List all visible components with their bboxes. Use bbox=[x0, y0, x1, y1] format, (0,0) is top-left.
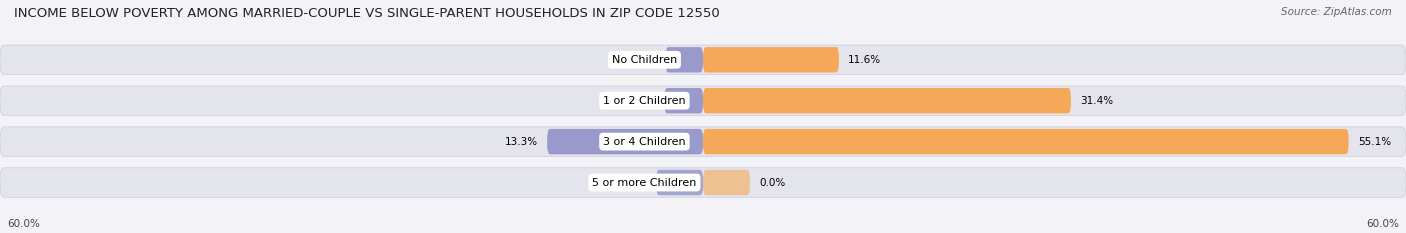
Text: 60.0%: 60.0% bbox=[7, 219, 39, 229]
Text: 0.0%: 0.0% bbox=[620, 178, 647, 188]
Text: 0.0%: 0.0% bbox=[759, 178, 786, 188]
FancyBboxPatch shape bbox=[665, 47, 703, 72]
Text: INCOME BELOW POVERTY AMONG MARRIED-COUPLE VS SINGLE-PARENT HOUSEHOLDS IN ZIP COD: INCOME BELOW POVERTY AMONG MARRIED-COUPL… bbox=[14, 7, 720, 20]
Text: 55.1%: 55.1% bbox=[1358, 137, 1391, 147]
Text: 60.0%: 60.0% bbox=[1367, 219, 1399, 229]
FancyBboxPatch shape bbox=[657, 170, 703, 195]
Text: Source: ZipAtlas.com: Source: ZipAtlas.com bbox=[1281, 7, 1392, 17]
FancyBboxPatch shape bbox=[703, 170, 749, 195]
Text: 3 or 4 Children: 3 or 4 Children bbox=[603, 137, 686, 147]
Text: 11.6%: 11.6% bbox=[848, 55, 882, 65]
FancyBboxPatch shape bbox=[703, 129, 1348, 154]
Text: No Children: No Children bbox=[612, 55, 678, 65]
FancyBboxPatch shape bbox=[703, 47, 839, 72]
FancyBboxPatch shape bbox=[0, 86, 1406, 115]
Text: 3.2%: 3.2% bbox=[630, 55, 657, 65]
FancyBboxPatch shape bbox=[703, 88, 1071, 113]
FancyBboxPatch shape bbox=[0, 168, 1406, 197]
Text: 13.3%: 13.3% bbox=[505, 137, 537, 147]
FancyBboxPatch shape bbox=[0, 45, 1406, 75]
FancyBboxPatch shape bbox=[665, 88, 703, 113]
Text: 31.4%: 31.4% bbox=[1080, 96, 1114, 106]
FancyBboxPatch shape bbox=[547, 129, 703, 154]
Text: 5 or more Children: 5 or more Children bbox=[592, 178, 696, 188]
FancyBboxPatch shape bbox=[0, 127, 1406, 156]
Text: 1 or 2 Children: 1 or 2 Children bbox=[603, 96, 686, 106]
Text: 3.3%: 3.3% bbox=[628, 96, 655, 106]
